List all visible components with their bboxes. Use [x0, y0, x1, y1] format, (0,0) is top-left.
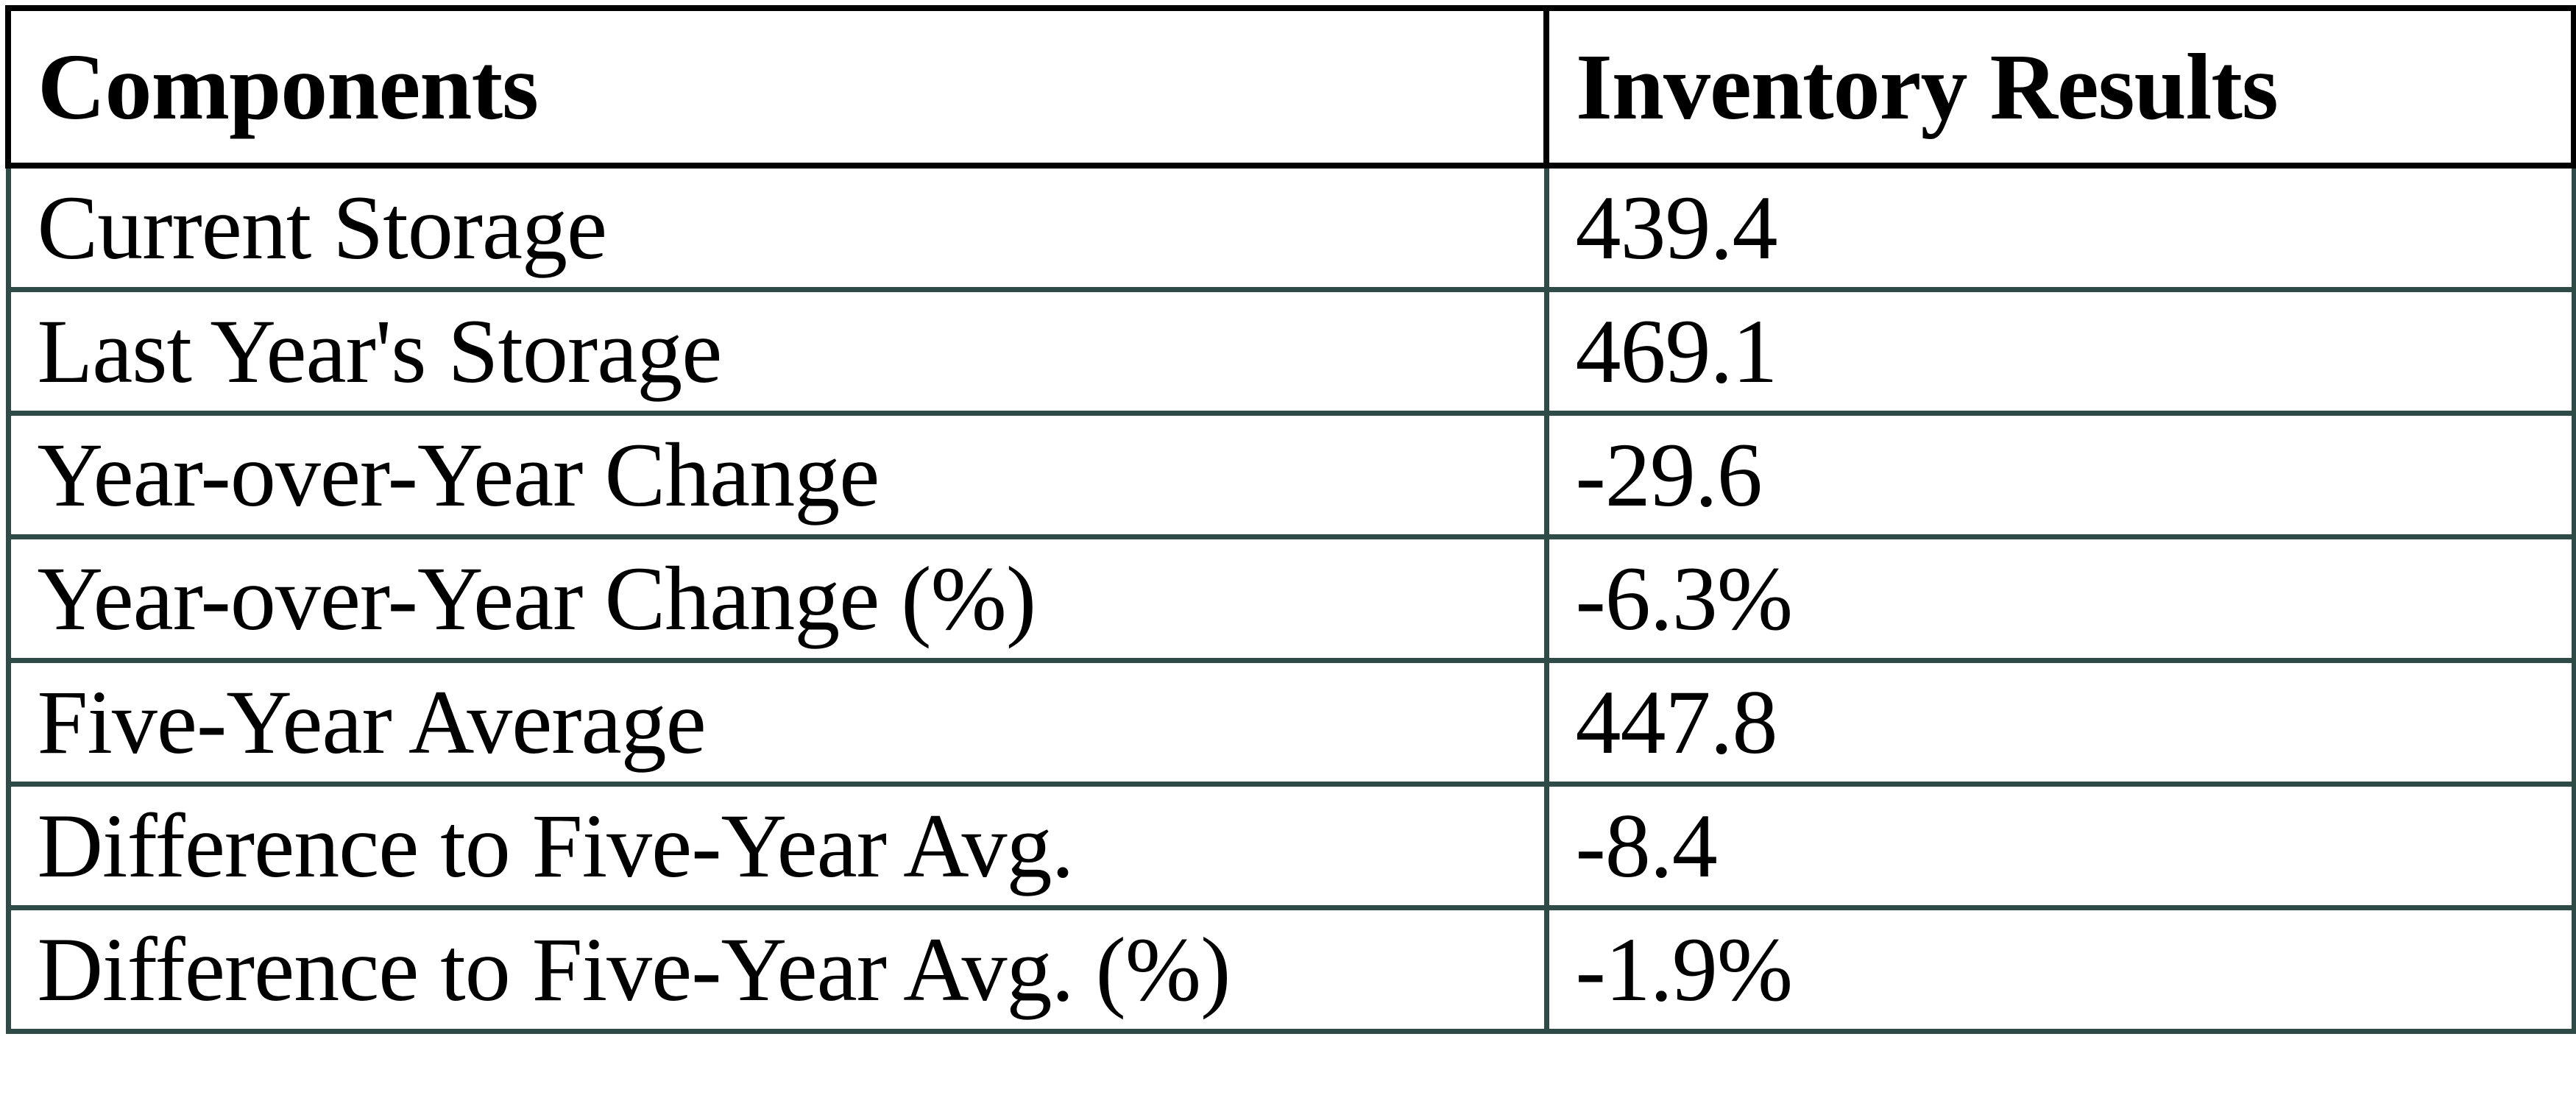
component-label-cell: Difference to Five-Year Avg. [5, 782, 1549, 910]
table-row: Year-over-Year Change (%) -6.3% [5, 534, 2576, 663]
inventory-value-cell: 447.8 [1543, 658, 2576, 787]
component-label-cell: Current Storage [5, 163, 1549, 292]
table-header-row: Components Inventory Results [5, 5, 2576, 169]
inventory-value-cell: -29.6 [1543, 411, 2576, 539]
table-row: Difference to Five-Year Avg. -8.4 [5, 782, 2576, 910]
inventory-value-cell: 469.1 [1543, 287, 2576, 416]
component-label-cell: Difference to Five-Year Avg. (%) [5, 905, 1549, 1034]
inventory-value-cell: -6.3% [1543, 534, 2576, 663]
component-label-cell: Last Year's Storage [5, 287, 1549, 416]
table-row: Last Year's Storage 469.1 [5, 287, 2576, 416]
table-row: Year-over-Year Change -29.6 [5, 411, 2576, 539]
component-label-cell: Year-over-Year Change [5, 411, 1549, 539]
inventory-value-cell: 439.4 [1543, 163, 2576, 292]
header-cell-components: Components [5, 5, 1549, 169]
inventory-value-cell: -8.4 [1543, 782, 2576, 910]
component-label-cell: Year-over-Year Change (%) [5, 534, 1549, 663]
table-row: Five-Year Average 447.8 [5, 658, 2576, 787]
table-row: Difference to Five-Year Avg. (%) -1.9% [5, 905, 2576, 1034]
inventory-results-table: Components Inventory Results Current Sto… [5, 5, 2576, 1034]
component-label-cell: Five-Year Average [5, 658, 1549, 787]
header-cell-inventory-results: Inventory Results [1543, 5, 2576, 169]
inventory-value-cell: -1.9% [1543, 905, 2576, 1034]
table-row: Current Storage 439.4 [5, 163, 2576, 292]
